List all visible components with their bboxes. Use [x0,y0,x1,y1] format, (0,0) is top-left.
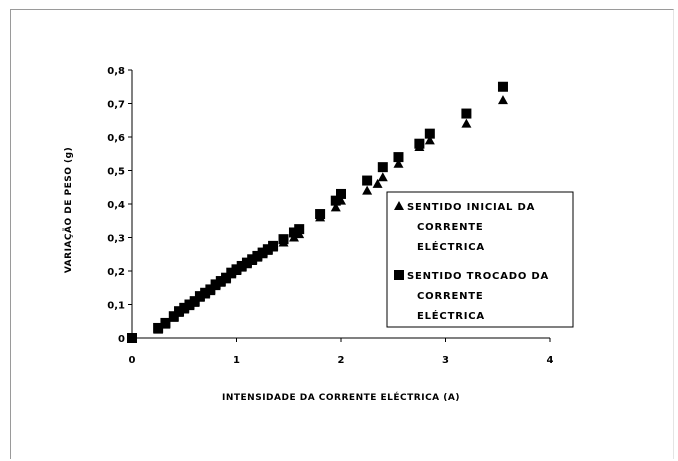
x-tick-label: 3 [442,355,449,366]
legend-triangle-marker [394,201,404,210]
square-point [179,302,190,313]
square-point [231,264,242,275]
square-point [210,279,221,290]
y-tick-label: 0 [118,334,125,345]
legend-entry-text: CORRENTE [417,291,484,302]
square-point [194,291,205,302]
square-point [153,322,164,333]
triangle-point [461,118,472,128]
square-point [497,81,508,92]
x-tick-label: 1 [233,355,240,366]
triangle-point [393,158,404,168]
y-tick-label: 0,3 [107,234,125,245]
triangle-point [497,95,508,105]
x-tick-label: 0 [129,355,136,366]
legend-entry-text: ELÉCTRICA [417,240,485,253]
y-tick-label: 0,8 [107,66,125,77]
square-point [215,276,226,287]
legend-entry-text: CORRENTE [417,222,484,233]
square-point [461,108,472,119]
legend-box [386,191,574,328]
square-point [200,287,211,298]
square-point [226,267,237,278]
square-point [168,311,179,322]
square-point [315,209,326,220]
legend-entry-text: SENTIDO INICIAL DA [407,202,535,213]
square-point [184,299,195,310]
x-tick-label: 4 [547,355,554,366]
square-point [262,244,273,255]
square-point [174,306,185,317]
legend-entry-text: ELÉCTRICA [417,309,485,322]
x-tick-label: 2 [338,355,345,366]
triangle-point [372,178,383,188]
square-point [247,254,258,265]
triangle-point [377,172,388,182]
square-point [257,247,268,258]
y-axis-title: VARIAÇÃO DE PESO (g) [63,147,74,273]
square-point [362,175,373,186]
square-point [424,128,435,139]
chart-frame: 0 0,1 0,2 0,3 0,4 0,5 0,6 0,7 0,8 0 1 2 3 4 INTENSID… [10,9,674,459]
legend: SENTIDO INICIAL DA CORRENTE ELÉCTRICA SENTI… [386,191,574,328]
square-point [278,234,289,245]
y-tick-label: 0,2 [107,267,125,278]
square-point [336,188,346,199]
square-point [294,224,305,235]
x-tick-labels: 0 1 2 3 4 [129,338,554,366]
square-point [236,260,247,271]
y-tick-label: 0,1 [107,301,125,312]
y-tick-label: 0,7 [107,100,125,111]
square-point [252,250,263,261]
square-point [414,138,425,149]
triangle-point [330,202,341,212]
square-point [288,227,299,238]
square-point [127,333,137,343]
square-point [241,257,252,268]
square-point [160,317,171,328]
y-tick-label: 0,4 [107,200,125,211]
square-point [221,272,232,283]
square-point [189,296,200,307]
square-point [205,284,216,295]
data-points [127,81,508,343]
triangle-point [362,185,373,195]
square-point [393,152,404,163]
square-point [268,240,279,251]
x-axis-title: INTENSIDADE DA CORRENTE ELÉCTRICA (A) [222,391,460,403]
legend-square-marker [394,270,404,280]
legend-entry-text: SENTIDO TROCADO DA [407,271,549,282]
series-trocado [127,81,508,343]
y-tick-label: 0,5 [107,167,125,178]
y-tick-label: 0,6 [107,133,125,144]
y-tick-labels: 0 0,1 0,2 0,3 0,4 0,5 0,6 0,7 0,8 [107,66,132,345]
triangle-point [424,135,435,145]
square-point [377,162,388,173]
square-point [330,195,341,206]
scatter-chart: 0 0,1 0,2 0,3 0,4 0,5 0,6 0,7 0,8 0 1 2 3 4 INTENSID… [63,66,574,403]
